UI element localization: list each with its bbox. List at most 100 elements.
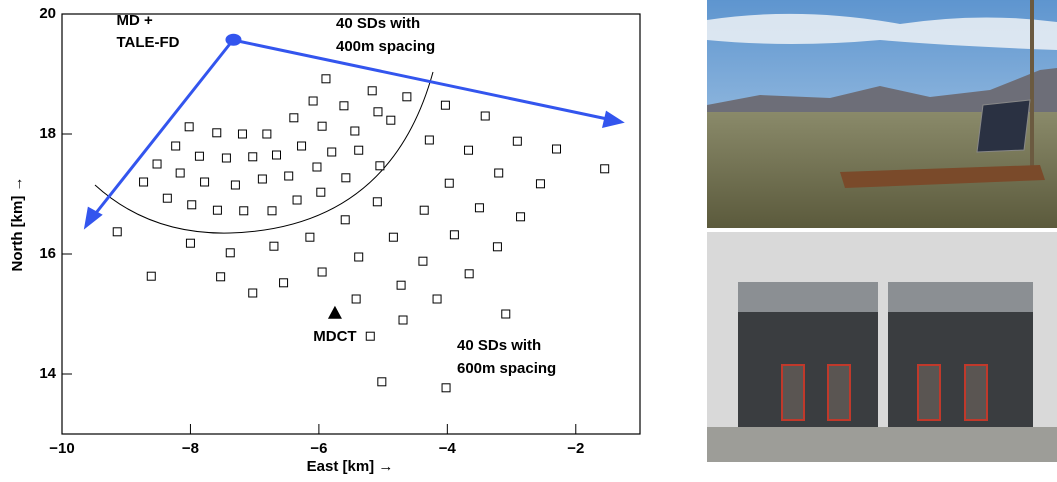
sd-station — [308, 96, 318, 106]
sd-station — [372, 197, 382, 207]
site-label: MD + — [116, 12, 152, 29]
sd-station — [512, 136, 522, 146]
photo-field — [707, 0, 1057, 228]
sd-station — [317, 267, 327, 277]
sd-station — [162, 193, 172, 203]
sd-station — [269, 241, 279, 251]
sd-station — [216, 272, 226, 282]
sd-station — [516, 212, 526, 222]
sd-station — [305, 232, 315, 242]
sd-station — [284, 171, 294, 181]
sd-station — [340, 215, 350, 225]
sd-station — [449, 230, 459, 240]
sd-station — [139, 177, 149, 187]
sd-station — [200, 177, 210, 187]
photo-hangar — [707, 232, 1057, 462]
y-tick-label: 20 — [39, 5, 56, 22]
sd-station — [480, 111, 490, 121]
sd-station — [424, 135, 434, 145]
sd-station — [184, 122, 194, 132]
mirror — [827, 364, 851, 421]
sd-station — [316, 187, 326, 197]
sd-station — [152, 159, 162, 169]
sd-station — [365, 331, 375, 341]
sd-station — [367, 86, 377, 96]
sd-station — [327, 147, 337, 157]
annotation: 40 SDs with — [457, 337, 541, 354]
sd-station — [418, 256, 428, 266]
sd-station — [297, 141, 307, 151]
sd-station — [375, 161, 385, 171]
sd-station — [292, 195, 302, 205]
arrow — [90, 39, 235, 219]
sd-station — [212, 128, 222, 138]
gravel — [707, 427, 1057, 462]
sd-station — [552, 144, 562, 154]
sd-station — [339, 101, 349, 111]
sd-station — [600, 164, 610, 174]
sd-station — [492, 242, 502, 252]
sd-station — [257, 174, 267, 184]
sd-station — [225, 248, 235, 258]
sd-station — [317, 121, 327, 131]
fd-arrows — [83, 38, 625, 230]
y-tick-label: 18 — [39, 125, 56, 142]
sd-station — [289, 113, 299, 123]
annotation: 400m spacing — [336, 38, 435, 55]
site-label: TALE-FD — [116, 34, 179, 51]
roof-inside — [888, 282, 1033, 312]
sd-station — [440, 100, 450, 110]
sd-station — [350, 126, 360, 136]
arrow-head — [83, 206, 103, 230]
pole — [1030, 0, 1034, 170]
sd-station — [175, 168, 185, 178]
x-tick-label: −4 — [439, 440, 457, 457]
y-tick-label: 16 — [39, 245, 56, 262]
sd-station — [464, 145, 474, 155]
roof-inside — [738, 282, 878, 312]
mirror — [917, 364, 941, 421]
solar-panel — [976, 99, 1031, 153]
x-axis-label: East [km] → — [307, 458, 394, 475]
x-tick-label: −10 — [49, 440, 74, 457]
mirror — [964, 364, 988, 421]
sd-station — [312, 162, 322, 172]
sd-station — [146, 271, 156, 281]
sd-station — [474, 203, 484, 213]
sd-station — [221, 153, 231, 163]
cloud — [707, 13, 1057, 50]
annotation: 600m spacing — [457, 360, 556, 377]
sd-station — [377, 377, 387, 387]
sd-station — [354, 145, 364, 155]
coverage-arc — [94, 71, 434, 234]
sd-station — [444, 178, 454, 188]
sd-station — [239, 206, 249, 216]
sd-station — [432, 294, 442, 304]
mdct-site — [327, 305, 342, 319]
x-tick-label: −2 — [567, 440, 584, 457]
annotation: 40 SDs with — [336, 15, 420, 32]
sd-station — [464, 269, 474, 279]
sd-station — [187, 200, 197, 210]
arrow — [232, 38, 613, 122]
sd-station — [398, 315, 408, 325]
y-axis-label: North [km] → — [9, 177, 26, 272]
sd-station — [351, 294, 361, 304]
plot-frame — [61, 13, 641, 435]
sd-station — [279, 278, 289, 288]
y-tick-label: 14 — [39, 365, 56, 382]
x-tick-label: −6 — [310, 440, 327, 457]
sd-station — [535, 179, 545, 189]
site-label: MDCT — [313, 328, 356, 345]
sd-station — [230, 180, 240, 190]
sd-station — [386, 115, 396, 125]
detector-box — [840, 165, 1045, 188]
sd-station — [248, 288, 258, 298]
sd-station — [262, 129, 272, 139]
sd-station — [321, 74, 331, 84]
mirror — [781, 364, 805, 421]
mountains — [707, 68, 1057, 120]
sd-station — [501, 309, 511, 319]
sd-station — [341, 173, 351, 183]
